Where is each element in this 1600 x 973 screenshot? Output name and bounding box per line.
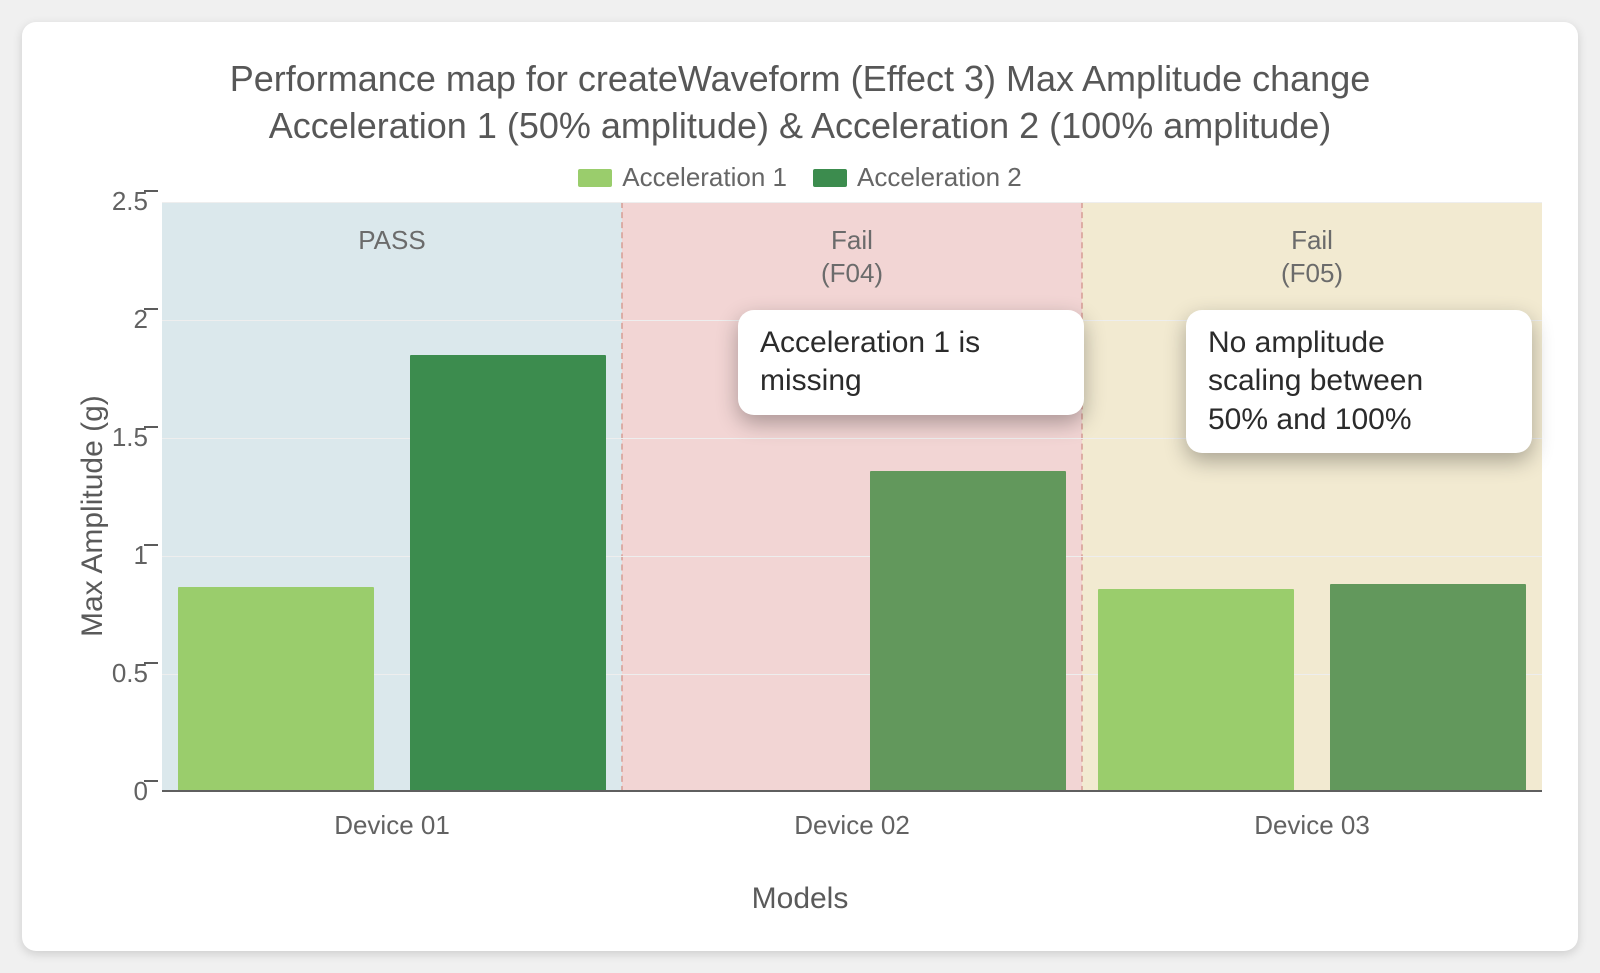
legend-label-1: Acceleration 1 bbox=[622, 162, 787, 193]
legend-label-2: Acceleration 2 bbox=[857, 162, 1022, 193]
legend-swatch-1 bbox=[578, 169, 612, 187]
x-tick-label: Device 01 bbox=[334, 810, 450, 841]
chart-title: Performance map for createWaveform (Effe… bbox=[22, 56, 1578, 150]
status-region-label-1: Fail (F04) bbox=[821, 224, 883, 289]
callout-0: Acceleration 1 ismissing bbox=[738, 310, 1084, 415]
region-separator-2 bbox=[1081, 202, 1083, 792]
grid-line bbox=[162, 202, 1542, 203]
y-tick-label: 1 bbox=[68, 540, 148, 571]
legend-item-acceleration-2[interactable]: Acceleration 2 bbox=[813, 162, 1022, 193]
x-tick-label: Device 03 bbox=[1254, 810, 1370, 841]
callout-1: No amplitudescaling between50% and 100% bbox=[1186, 310, 1532, 453]
chart-bar[interactable] bbox=[1330, 584, 1526, 792]
y-tick-label: 2 bbox=[68, 304, 148, 335]
y-tick-label: 2.5 bbox=[68, 186, 148, 217]
legend-item-acceleration-1[interactable]: Acceleration 1 bbox=[578, 162, 787, 193]
y-tick-dash bbox=[144, 662, 158, 664]
y-tick-dash bbox=[144, 544, 158, 546]
chart-bar[interactable] bbox=[1098, 589, 1294, 792]
x-axis-title: Models bbox=[22, 882, 1578, 916]
y-tick-label: 1.5 bbox=[68, 422, 148, 453]
y-tick-dash bbox=[144, 308, 158, 310]
y-tick-label: 0 bbox=[68, 776, 148, 807]
chart-title-line1: Performance map for createWaveform (Effe… bbox=[230, 58, 1371, 99]
chart-legend: Acceleration 1 Acceleration 2 bbox=[22, 162, 1578, 193]
chart-title-line2: Acceleration 1 (50% amplitude) & Acceler… bbox=[269, 105, 1332, 146]
y-tick-dash bbox=[144, 780, 158, 782]
legend-swatch-2 bbox=[813, 169, 847, 187]
y-tick-dash bbox=[144, 426, 158, 428]
grid-line bbox=[162, 556, 1542, 557]
x-axis-line bbox=[162, 790, 1542, 792]
status-region-label-0: PASS bbox=[358, 224, 425, 257]
x-tick-label: Device 02 bbox=[794, 810, 910, 841]
chart-bar[interactable] bbox=[410, 355, 606, 792]
region-separator-1 bbox=[621, 202, 623, 792]
chart-bar[interactable] bbox=[870, 471, 1066, 792]
y-tick-dash bbox=[144, 190, 158, 192]
status-region-label-2: Fail (F05) bbox=[1281, 224, 1343, 289]
page: Performance map for createWaveform (Effe… bbox=[0, 0, 1600, 973]
y-tick-label: 0.5 bbox=[68, 658, 148, 689]
chart-card: Performance map for createWaveform (Effe… bbox=[22, 22, 1578, 951]
chart-bar[interactable] bbox=[178, 587, 374, 792]
chart-plot-area: PASS Fail (F04) Fail (F05) Acceleration 1 i… bbox=[162, 202, 1542, 792]
